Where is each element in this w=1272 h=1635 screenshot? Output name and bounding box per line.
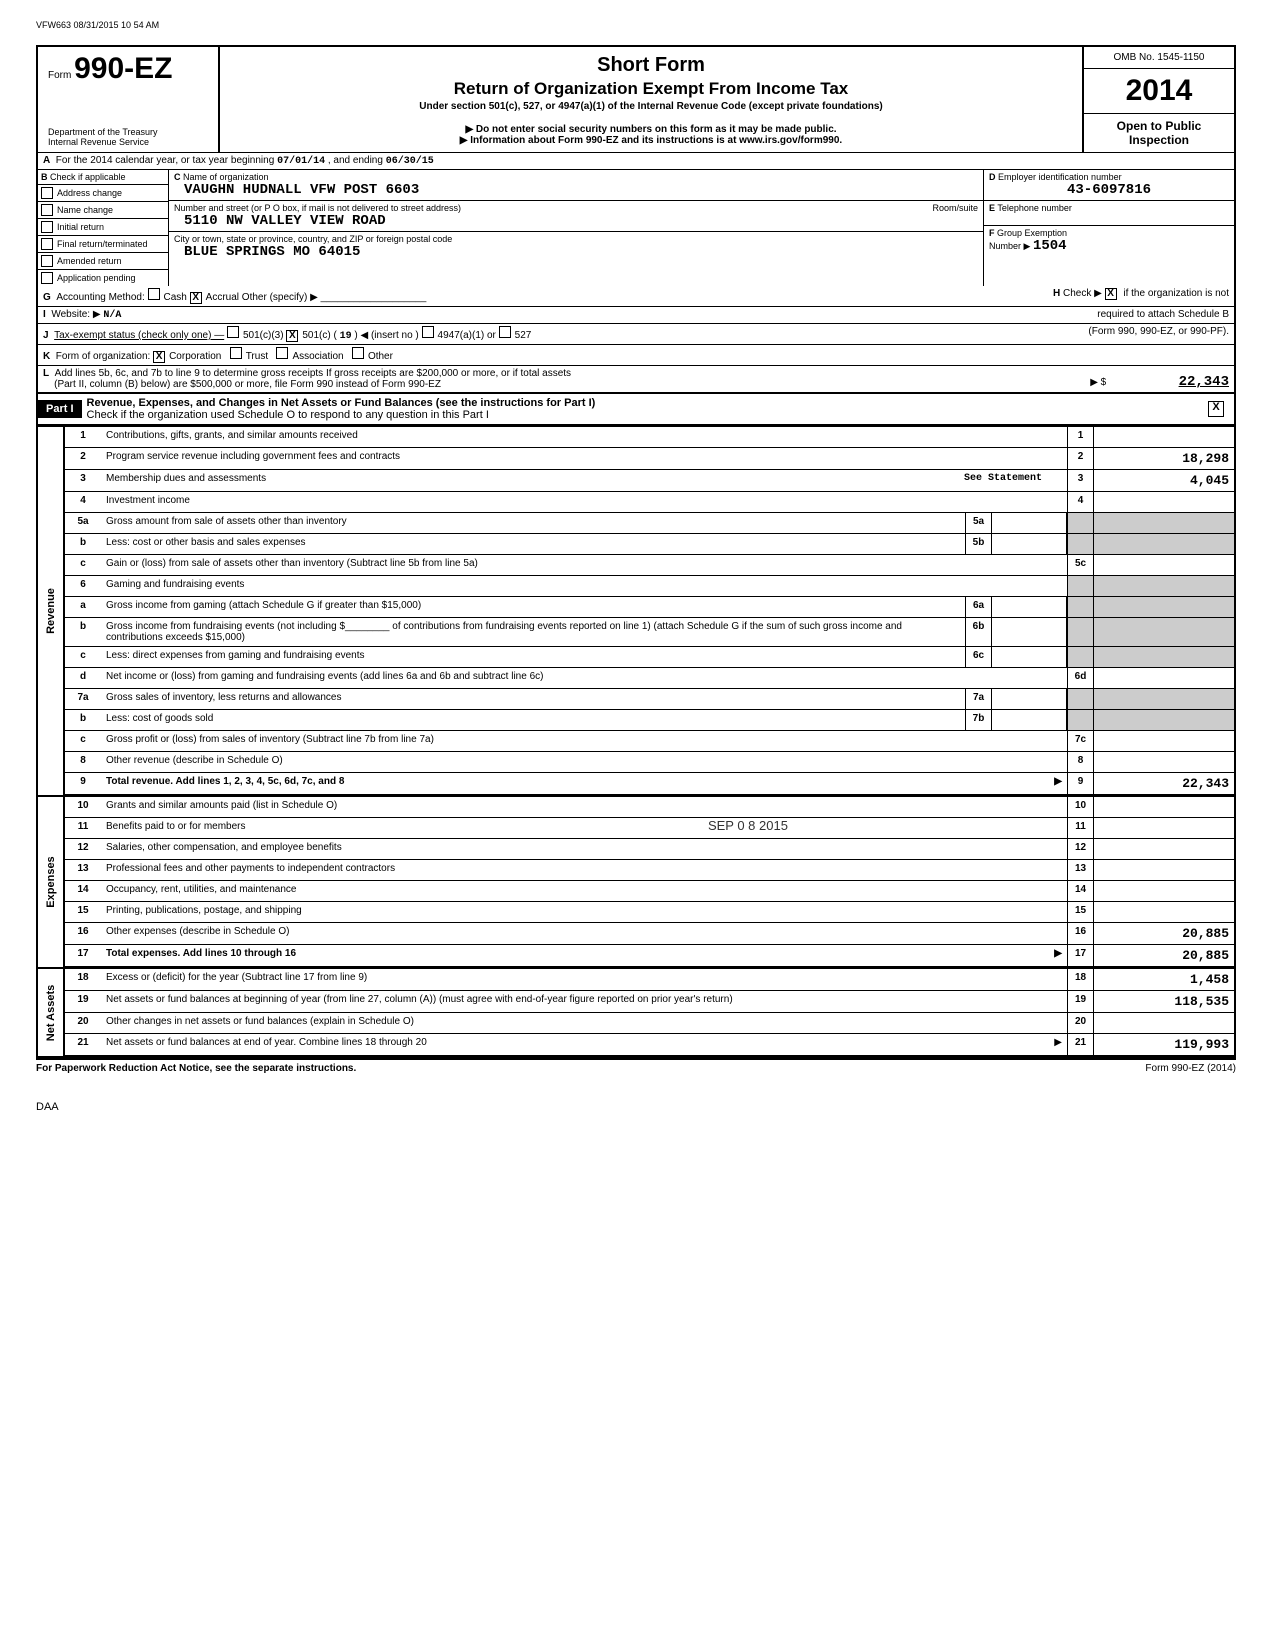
part1-header: Part I Revenue, Expenses, and Changes in…	[38, 394, 1234, 425]
line-row: 10Grants and similar amounts paid (list …	[65, 797, 1234, 818]
line-row: bLess: cost or other basis and sales exp…	[65, 534, 1234, 555]
line-row: 6Gaming and fundraising events	[65, 576, 1234, 597]
line-row: 12Salaries, other compensation, and empl…	[65, 839, 1234, 860]
line-row: dNet income or (loss) from gaming and fu…	[65, 668, 1234, 689]
org-street: 5110 NW VALLEY VIEW ROAD	[184, 213, 978, 229]
line-row: 19Net assets or fund balances at beginni…	[65, 991, 1234, 1013]
line-row: 14Occupancy, rent, utilities, and mainte…	[65, 881, 1234, 902]
line-row: cGain or (loss) from sale of assets othe…	[65, 555, 1234, 576]
line-row: 2Program service revenue including gover…	[65, 448, 1234, 470]
form-header: Form 990-EZ Department of the Treasury I…	[36, 45, 1236, 152]
tax-year: 2014	[1084, 69, 1234, 114]
received-stamp: SEP 0 8 2015	[708, 818, 788, 833]
line-j: J Tax-exempt status (check only one) — 5…	[38, 324, 1234, 345]
department: Department of the Treasury Internal Reve…	[48, 127, 208, 147]
line-row: bLess: cost of goods sold7b	[65, 710, 1234, 731]
line-k: K Form of organization: XCorporation Tru…	[38, 345, 1234, 366]
category-label: Revenue	[38, 427, 65, 795]
line-row: 16Other expenses (describe in Schedule O…	[65, 923, 1234, 945]
line-row: 18Excess or (deficit) for the year (Subt…	[65, 969, 1234, 991]
line-row: cLess: direct expenses from gaming and f…	[65, 647, 1234, 668]
line-row: cGross profit or (loss) from sales of in…	[65, 731, 1234, 752]
form-subtitle: Return of Organization Exempt From Incom…	[225, 79, 1077, 99]
line-g-h: G Accounting Method: Cash XAccrual Other…	[38, 286, 1234, 307]
line-row: 5aGross amount from sale of assets other…	[65, 513, 1234, 534]
line-row: 8Other revenue (describe in Schedule O)8	[65, 752, 1234, 773]
line-row: 9Total revenue. Add lines 1, 2, 3, 4, 5c…	[65, 773, 1234, 795]
line-row: 20Other changes in net assets or fund ba…	[65, 1013, 1234, 1034]
line-row: 11Benefits paid to or for members11SEP 0…	[65, 818, 1234, 839]
line-row: 13Professional fees and other payments t…	[65, 860, 1234, 881]
check-column: B Check if applicable Address change Nam…	[38, 170, 169, 286]
daa: DAA	[36, 1101, 1236, 1113]
group-exemption: 1504	[1033, 238, 1067, 254]
top-timestamp: VFW663 08/31/2015 10 54 AM	[36, 20, 1236, 30]
line-i: I Website: ▶ N/A required to attach Sche…	[38, 307, 1234, 324]
gross-receipts: 22,343	[1109, 374, 1229, 390]
form-note2: ▶ Do not enter social security numbers o…	[225, 124, 1077, 135]
form-note3: ▶ Information about Form 990-EZ and its …	[225, 135, 1077, 146]
ein: 43-6097816	[989, 182, 1229, 198]
line-row: 1Contributions, gifts, grants, and simil…	[65, 427, 1234, 448]
footer: For Paperwork Reduction Act Notice, see …	[36, 1060, 1236, 1077]
form-note1: Under section 501(c), 527, or 4947(a)(1)…	[225, 101, 1077, 112]
category-label: Expenses	[38, 797, 65, 967]
line-row: 3Membership dues and assessmentsSee Stat…	[65, 470, 1234, 492]
form-title: Short Form	[225, 54, 1077, 77]
line-row: aGross income from gaming (attach Schedu…	[65, 597, 1234, 618]
omb-number: OMB No. 1545-1150	[1084, 47, 1234, 69]
form-number: Form 990-EZ	[48, 52, 208, 86]
org-name: VAUGHN HUDNALL VFW POST 6603	[184, 182, 978, 198]
line-a: A For the 2014 calendar year, or tax yea…	[38, 153, 1234, 170]
line-row: 17Total expenses. Add lines 10 through 1…	[65, 945, 1234, 967]
line-l: L Add lines 5b, 6c, and 7b to line 9 to …	[38, 366, 1234, 392]
category-label: Net Assets	[38, 969, 65, 1056]
line-row: 4Investment income4	[65, 492, 1234, 513]
org-city: BLUE SPRINGS MO 64015	[184, 244, 978, 260]
open-public: Open to Public Inspection	[1084, 114, 1234, 152]
line-row: 7aGross sales of inventory, less returns…	[65, 689, 1234, 710]
line-row: bGross income from fundraising events (n…	[65, 618, 1234, 647]
line-row: 21Net assets or fund balances at end of …	[65, 1034, 1234, 1056]
line-row: 15Printing, publications, postage, and s…	[65, 902, 1234, 923]
